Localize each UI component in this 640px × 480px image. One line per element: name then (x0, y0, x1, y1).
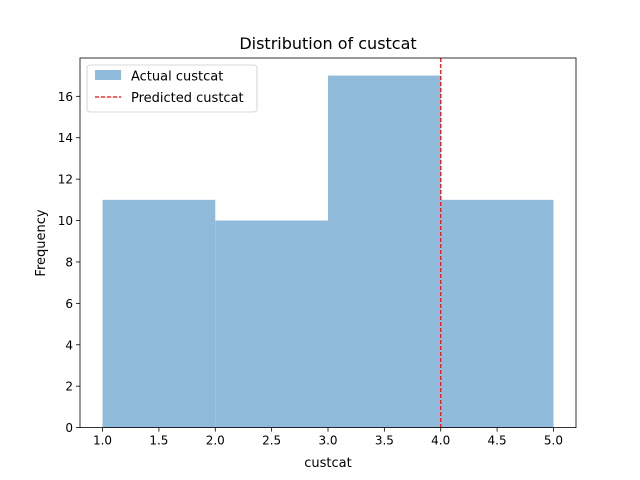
legend: Actual custcat Predicted custcat (86, 64, 258, 113)
y-tick-label: 12 (58, 173, 73, 187)
histogram-bar-4 (440, 199, 554, 428)
legend-swatch-actual (95, 70, 121, 80)
x-tick-label: 5.0 (544, 434, 563, 448)
y-tick-label: 16 (58, 90, 73, 104)
legend-label-predicted: Predicted custcat (131, 91, 244, 106)
x-tick-label: 4.5 (488, 434, 507, 448)
y-tick-label: 14 (58, 131, 73, 145)
chart-title: Distribution of custcat (239, 34, 416, 53)
x-axis-label: custcat (304, 456, 351, 471)
x-tick-label: 1.0 (93, 434, 112, 448)
x-tick-label: 2.0 (206, 434, 225, 448)
histogram-bar-3 (328, 75, 441, 428)
y-tick-label: 0 (65, 421, 73, 435)
y-tick-label: 8 (65, 255, 73, 269)
legend-label-actual: Actual custcat (131, 70, 223, 85)
histogram-bar-1 (102, 199, 216, 428)
x-tick-label: 2.5 (262, 434, 281, 448)
y-axis-label: Frequency (34, 209, 49, 276)
y-tick-label: 10 (58, 214, 73, 228)
x-axis-ticks: 1.0 1.5 2.0 2.5 3.0 3.5 4.0 4.5 5.0 (93, 427, 563, 448)
y-tick-label: 2 (65, 380, 73, 394)
histogram-bar-2 (215, 220, 328, 428)
histogram-bars (102, 75, 554, 428)
x-tick-label: 1.5 (149, 434, 168, 448)
y-tick-label: 6 (65, 297, 73, 311)
x-tick-label: 3.5 (375, 434, 394, 448)
y-tick-label: 4 (65, 338, 73, 352)
x-tick-label: 3.0 (318, 434, 337, 448)
x-tick-label: 4.0 (431, 434, 450, 448)
y-axis-ticks: 0 2 4 6 8 10 12 14 16 (58, 90, 80, 435)
legend-box (86, 64, 258, 113)
